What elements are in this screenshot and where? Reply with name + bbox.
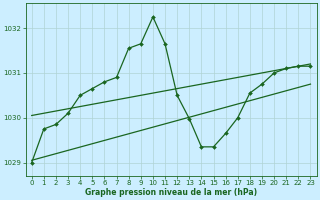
- X-axis label: Graphe pression niveau de la mer (hPa): Graphe pression niveau de la mer (hPa): [85, 188, 257, 197]
